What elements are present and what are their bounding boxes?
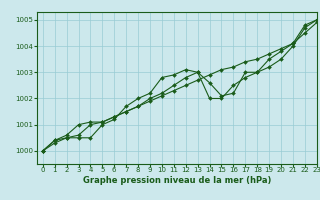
- X-axis label: Graphe pression niveau de la mer (hPa): Graphe pression niveau de la mer (hPa): [83, 176, 271, 185]
